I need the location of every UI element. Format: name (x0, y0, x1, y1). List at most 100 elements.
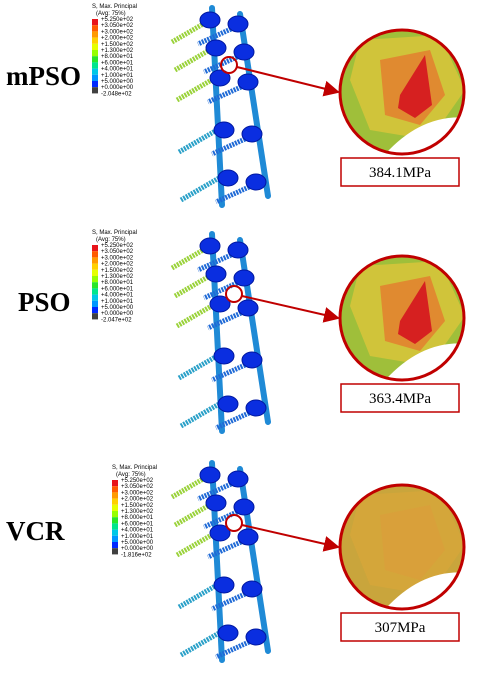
legend-level: +6.000e+01 (101, 286, 134, 292)
screw-head (217, 624, 239, 642)
screw (210, 131, 258, 157)
legend-swatch (92, 74, 98, 81)
legend-level: +6.000e+01 (101, 60, 134, 66)
arrow (241, 295, 340, 323)
legend-subtitle: (Avg: 75%) (116, 472, 146, 478)
legend-swatch (92, 263, 98, 270)
screw (210, 357, 258, 383)
screw (202, 504, 250, 530)
legend-level: +3.000e+02 (121, 490, 154, 496)
implant (170, 460, 271, 663)
legend-swatch (92, 25, 98, 32)
screw (206, 79, 254, 105)
legend-level: +0.000e+00 (101, 311, 134, 317)
screw (177, 582, 219, 610)
screw (202, 275, 250, 301)
legend-swatch (92, 87, 98, 94)
legend-level: +1.300e+02 (101, 48, 134, 54)
legend-level: +2.000e+02 (121, 497, 154, 503)
legend-title: S, Max. Principal (112, 465, 157, 471)
screw-head (241, 580, 263, 598)
screw-head (205, 494, 227, 512)
zoom-view (340, 256, 464, 380)
legend-level: +8.000e+01 (121, 515, 154, 521)
legend-subtitle: (Avg: 75%) (96, 11, 126, 17)
screw-head (199, 237, 221, 255)
zoom-hotspot (398, 55, 432, 118)
legend-swatch (112, 548, 118, 555)
legend-swatch (92, 68, 98, 75)
zoom-hotspot (398, 281, 432, 344)
zoom-view (340, 30, 464, 154)
value-box (340, 157, 460, 187)
screw (214, 634, 262, 660)
legend-level: +1.000e+01 (101, 73, 134, 79)
screw-head (237, 73, 259, 91)
legend-level: +1.000e+01 (121, 534, 154, 540)
screw (214, 405, 262, 431)
screw-head (233, 498, 255, 516)
legend-level: +1.500e+02 (101, 42, 134, 48)
screw-head (209, 524, 231, 542)
legend-swatch (92, 288, 98, 295)
legend-level: +4.000e+01 (101, 67, 134, 73)
legend-level: -2.048e+02 (101, 91, 132, 97)
legend-swatch (92, 269, 98, 276)
legend-level: +5.250e+02 (121, 478, 154, 484)
method-label: PSO (18, 287, 71, 317)
zoom-band (380, 505, 445, 580)
legend-level: +6.000e+01 (121, 521, 154, 527)
screw (206, 305, 254, 331)
legend-level: +3.050e+02 (101, 249, 134, 255)
legend-level: +1.500e+02 (101, 268, 134, 274)
panel: mPSO S, Max. Principal(Avg: 75%)+5.250e+0… (6, 4, 466, 208)
legend-title: S, Max. Principal (92, 4, 137, 10)
screw-head (227, 241, 249, 259)
screw-head (237, 299, 259, 317)
legend-level: +8.000e+01 (101, 54, 134, 60)
screw-head (199, 11, 221, 29)
screw-head (199, 466, 221, 484)
legend-swatch (92, 31, 98, 38)
legend-swatch (92, 276, 98, 283)
legend-level: +5.250e+02 (101, 243, 134, 249)
legend-level: +3.000e+02 (101, 29, 134, 35)
screw-head (217, 169, 239, 187)
screw (175, 75, 217, 103)
arrow (236, 66, 340, 97)
zoom-border (338, 254, 466, 382)
legend-swatch (92, 43, 98, 50)
screw (202, 49, 250, 75)
screw (175, 530, 217, 558)
implant (170, 231, 271, 434)
legend-level: +5.000e+00 (121, 540, 154, 546)
legend-swatch (92, 56, 98, 63)
screw (196, 476, 244, 502)
screw-head (237, 528, 259, 546)
method-label: mPSO (6, 61, 81, 91)
screw-head (205, 265, 227, 283)
screw-head (241, 125, 263, 143)
legend-swatch (92, 50, 98, 57)
rod (237, 237, 271, 425)
legend-level: +4.000e+01 (121, 528, 154, 534)
screw (206, 534, 254, 560)
legend-swatch (92, 257, 98, 264)
legend-swatch (112, 480, 118, 487)
legend-swatch (92, 307, 98, 314)
legend-swatch (92, 294, 98, 301)
screw (214, 179, 262, 205)
legend-level: +1.000e+01 (101, 299, 134, 305)
legend-swatch (112, 492, 118, 499)
legend-level: +4.000e+01 (101, 293, 134, 299)
zoom-border (338, 28, 466, 156)
max-stress: 363.4MPa (369, 391, 431, 407)
legend-swatch (112, 511, 118, 518)
legend-swatch (112, 529, 118, 536)
legend-swatch (92, 313, 98, 320)
arrow (241, 524, 340, 552)
screw-head (205, 39, 227, 57)
screw (175, 301, 217, 329)
legend-level: +8.000e+01 (101, 280, 134, 286)
value-box (340, 612, 460, 642)
